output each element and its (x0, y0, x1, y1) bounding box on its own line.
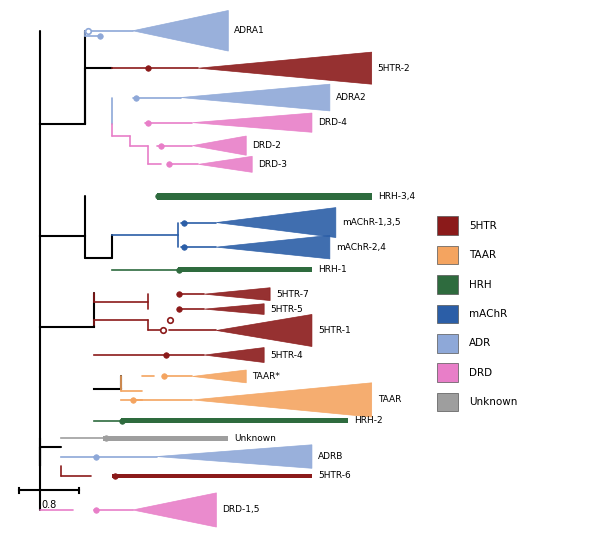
Text: 5HTR-7: 5HTR-7 (276, 289, 309, 299)
Text: TAAR*: TAAR* (252, 372, 280, 381)
PathPatch shape (199, 156, 252, 172)
Text: HRH-1: HRH-1 (318, 265, 347, 274)
FancyBboxPatch shape (437, 364, 458, 382)
Text: 5HTR-6: 5HTR-6 (318, 471, 350, 480)
FancyBboxPatch shape (437, 275, 458, 294)
FancyBboxPatch shape (437, 334, 458, 353)
Text: 5HTR-5: 5HTR-5 (270, 304, 303, 314)
PathPatch shape (193, 113, 312, 132)
Text: DRD-1,5: DRD-1,5 (223, 505, 260, 514)
FancyBboxPatch shape (178, 267, 312, 272)
PathPatch shape (217, 235, 330, 259)
Text: mAChR-1,3,5: mAChR-1,3,5 (342, 218, 400, 227)
FancyBboxPatch shape (437, 393, 458, 411)
PathPatch shape (205, 304, 264, 315)
Text: DRD-3: DRD-3 (258, 160, 287, 169)
PathPatch shape (193, 370, 246, 383)
Text: HRH-3,4: HRH-3,4 (377, 192, 415, 201)
Text: DRD-4: DRD-4 (318, 118, 347, 127)
PathPatch shape (217, 315, 312, 346)
Text: TAAR: TAAR (377, 395, 401, 404)
Text: mAChR-2,4: mAChR-2,4 (336, 243, 386, 252)
Text: 5HTR: 5HTR (469, 221, 497, 231)
PathPatch shape (205, 288, 270, 301)
Text: ADRA2: ADRA2 (336, 93, 367, 102)
Text: 5HTR-2: 5HTR-2 (377, 64, 410, 72)
PathPatch shape (217, 208, 336, 237)
Text: Unknown: Unknown (235, 434, 276, 443)
Text: Unknown: Unknown (469, 397, 517, 407)
FancyBboxPatch shape (157, 193, 371, 200)
PathPatch shape (205, 347, 264, 362)
FancyBboxPatch shape (437, 304, 458, 323)
PathPatch shape (133, 493, 217, 527)
Text: TAAR: TAAR (469, 250, 496, 260)
Text: ADRB: ADRB (318, 452, 343, 461)
Text: DRD-2: DRD-2 (252, 141, 281, 150)
PathPatch shape (157, 445, 312, 468)
PathPatch shape (199, 52, 371, 84)
Text: 5HTR-4: 5HTR-4 (270, 351, 303, 360)
PathPatch shape (193, 136, 246, 155)
Text: HRH: HRH (469, 280, 491, 289)
Text: 5HTR-1: 5HTR-1 (318, 326, 350, 335)
FancyBboxPatch shape (121, 418, 348, 423)
FancyBboxPatch shape (437, 216, 458, 235)
PathPatch shape (133, 10, 229, 51)
FancyBboxPatch shape (103, 436, 229, 440)
Text: 0.8: 0.8 (41, 500, 57, 510)
Text: mAChR: mAChR (469, 309, 507, 319)
FancyBboxPatch shape (437, 246, 458, 265)
PathPatch shape (193, 383, 371, 417)
FancyBboxPatch shape (112, 474, 312, 478)
Text: ADRA1: ADRA1 (235, 26, 265, 35)
Text: DRD: DRD (469, 368, 492, 378)
PathPatch shape (181, 84, 330, 111)
Text: ADR: ADR (469, 338, 491, 349)
Text: HRH-2: HRH-2 (354, 416, 382, 425)
